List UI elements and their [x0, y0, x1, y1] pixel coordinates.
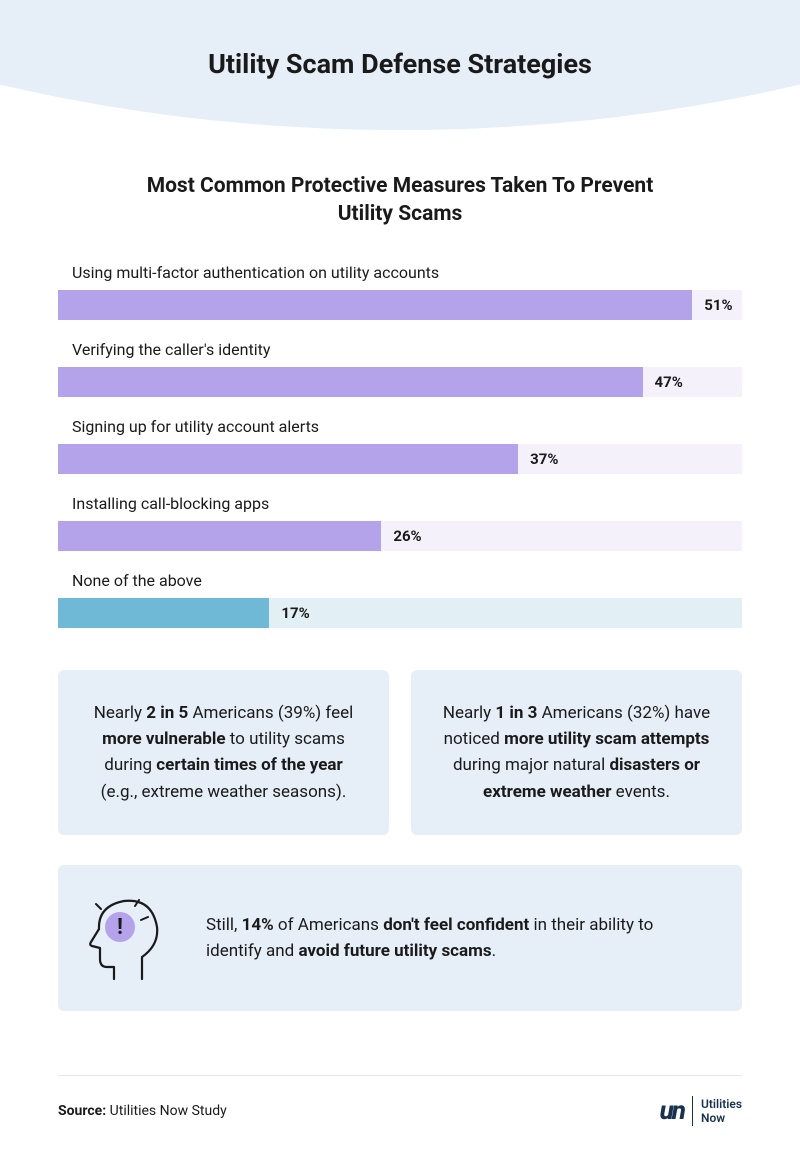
- source-citation: Source: Utilities Now Study: [58, 1103, 227, 1119]
- stat-box: Nearly 2 in 5 Americans (39%) feel more …: [58, 670, 389, 835]
- head-alert-icon: !: [86, 893, 172, 983]
- bar-value: 37%: [530, 450, 558, 468]
- chart-subtitle: Most Common Protective Measures Taken To…: [58, 172, 742, 229]
- footer: Source: Utilities Now Study un Utilities…: [58, 1075, 742, 1126]
- brand-logo: un UtilitiesNow: [660, 1096, 742, 1126]
- bar-track: 37%: [58, 444, 742, 474]
- bar-value: 47%: [655, 373, 683, 391]
- main-title: Utility Scam Defense Strategies: [0, 0, 800, 80]
- bar-value: 51%: [704, 296, 732, 314]
- bar-track: 51%: [58, 290, 742, 320]
- bar-value: 17%: [281, 604, 309, 622]
- bar-label: Verifying the caller's identity: [58, 340, 742, 359]
- bar-fill: [58, 598, 269, 628]
- logo-mark: un: [660, 1096, 684, 1126]
- bar-fill: [58, 290, 692, 320]
- bar-label: None of the above: [58, 571, 742, 590]
- bar-row: None of the above 17%: [58, 571, 742, 628]
- content-wrapper: Most Common Protective Measures Taken To…: [0, 172, 800, 1011]
- bar-fill: [58, 444, 518, 474]
- confidence-text: Still, 14% of Americans don't feel confi…: [206, 912, 694, 965]
- stat-box: Nearly 1 in 3 Americans (32%) have notic…: [411, 670, 742, 835]
- bar-track: 47%: [58, 367, 742, 397]
- bar-fill: [58, 367, 643, 397]
- bar-value: 26%: [393, 527, 421, 545]
- logo-text: UtilitiesNow: [701, 1097, 742, 1126]
- bar-row: Installing call-blocking apps 26%: [58, 494, 742, 551]
- stat-boxes-row: Nearly 2 in 5 Americans (39%) feel more …: [58, 670, 742, 835]
- bar-row: Signing up for utility account alerts 37%: [58, 417, 742, 474]
- footer-divider: [58, 1075, 742, 1076]
- bar-row: Using multi-factor authentication on uti…: [58, 263, 742, 320]
- svg-text:!: !: [117, 915, 123, 940]
- bar-row: Verifying the caller's identity 47%: [58, 340, 742, 397]
- logo-divider: [692, 1096, 693, 1126]
- bar-chart: Using multi-factor authentication on uti…: [58, 263, 742, 628]
- bar-track: 17%: [58, 598, 742, 628]
- bar-label: Installing call-blocking apps: [58, 494, 742, 513]
- bar-track: 26%: [58, 521, 742, 551]
- bar-label: Using multi-factor authentication on uti…: [58, 263, 742, 282]
- confidence-box: ! Still, 14% of Americans don't feel con…: [58, 865, 742, 1011]
- bar-label: Signing up for utility account alerts: [58, 417, 742, 436]
- bar-fill: [58, 521, 381, 551]
